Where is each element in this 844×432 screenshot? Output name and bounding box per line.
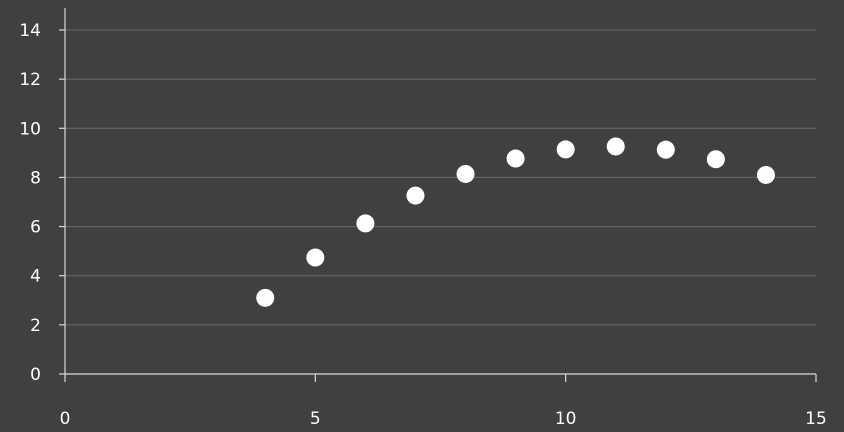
y-tick-label-10: 10 <box>19 119 41 139</box>
x-axis-ticks: 0 5 10 15 <box>60 374 827 429</box>
data-point-11 <box>606 137 625 156</box>
data-point-8 <box>456 164 475 183</box>
y-tick-label-8: 8 <box>30 168 41 188</box>
data-points <box>256 137 775 307</box>
x-tick-label-10: 10 <box>555 409 577 429</box>
y-tick-label-2: 2 <box>30 316 41 336</box>
x-tick-label-5: 5 <box>310 409 321 429</box>
data-point-5 <box>306 248 325 267</box>
data-point-9 <box>506 149 525 168</box>
y-tick-label-14: 14 <box>19 21 41 41</box>
y-tick-label-12: 12 <box>19 70 41 90</box>
data-point-14 <box>756 165 775 184</box>
x-tick-label-15: 15 <box>805 409 827 429</box>
data-point-10 <box>556 140 575 159</box>
grid-lines <box>65 29 816 326</box>
x-tick-label-0: 0 <box>60 409 71 429</box>
data-point-12 <box>656 140 675 159</box>
data-point-4 <box>256 288 275 307</box>
axes <box>64 8 816 375</box>
data-point-13 <box>706 150 725 169</box>
data-point-6 <box>356 214 375 233</box>
y-tick-label-0: 0 <box>30 365 41 385</box>
y-tick-label-6: 6 <box>30 218 41 238</box>
y-tick-label-4: 4 <box>30 267 41 287</box>
y-axis-ticks: 0 2 4 6 8 10 12 14 <box>19 21 65 385</box>
data-point-7 <box>406 186 425 205</box>
